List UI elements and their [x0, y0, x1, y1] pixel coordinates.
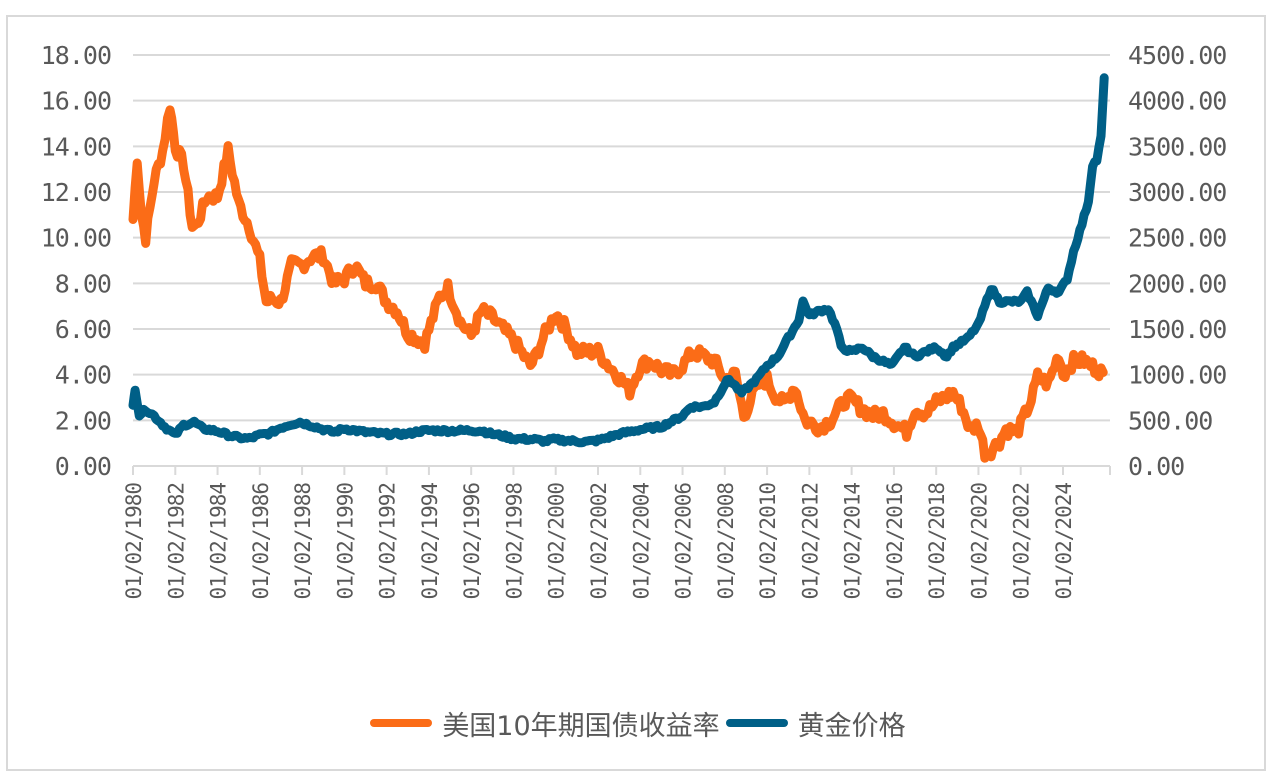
x-tick-label: 01/02/2018 — [925, 483, 949, 600]
x-axis: 01/02/1980 01/02/1982 01/02/1984 01/02/1986… — [122, 465, 1111, 600]
left-tick-label: 2.00 — [55, 406, 111, 435]
legend-label-yield: 美国10年期国债收益率 — [442, 710, 720, 742]
right-tick-label: 3000.00 — [1128, 178, 1226, 207]
right-tick-label: 1000.00 — [1128, 361, 1226, 390]
left-tick-label: 8.00 — [55, 269, 111, 298]
x-tick-label: 01/02/1986 — [249, 483, 273, 600]
x-tick-label: 01/02/2014 — [841, 483, 865, 600]
legend-label-gold: 黄金价格 — [797, 710, 906, 742]
left-y-axis-ticks: 0.00 2.00 4.00 6.00 8.00 10.00 12.00 14.00 16.00… — [41, 41, 112, 481]
x-tick-label: 01/02/2020 — [967, 483, 991, 600]
x-tick-label: 01/02/2024 — [1052, 483, 1076, 600]
x-tick-label: 01/02/1990 — [333, 483, 357, 600]
legend: 美国10年期国债收益率 黄金价格 — [0, 703, 1276, 743]
x-tick-label: 01/02/2012 — [798, 483, 822, 599]
x-tick-label: 01/02/2022 — [1010, 483, 1034, 599]
right-tick-label: 3500.00 — [1128, 132, 1226, 161]
right-tick-label: 2000.00 — [1128, 269, 1226, 298]
x-tick-label: 01/02/2010 — [756, 483, 780, 600]
left-tick-label: 6.00 — [55, 315, 111, 344]
x-tick-label: 01/02/1996 — [460, 483, 484, 600]
x-tick-label: 01/02/2006 — [672, 483, 696, 600]
x-tick-label: 01/02/2004 — [629, 483, 653, 600]
right-y-axis-ticks: 0.00 500.00 1000.00 1500.00 2000.00 2500.00 30… — [1128, 41, 1227, 481]
left-tick-label: 18.00 — [41, 41, 111, 70]
x-tick-label: 01/02/1994 — [418, 483, 442, 600]
x-tick-label: 01/02/1984 — [207, 483, 231, 600]
x-tick-label: 01/02/2008 — [714, 483, 738, 600]
legend-swatch-yield — [370, 719, 433, 727]
x-tick-label: 01/02/2002 — [587, 483, 611, 599]
series-line — [128, 73, 1109, 448]
gridlines — [133, 54, 1110, 422]
x-tick-label: 01/02/1980 — [122, 483, 146, 600]
series-line — [128, 105, 1108, 463]
left-tick-label: 0.00 — [55, 452, 111, 481]
left-tick-label: 10.00 — [41, 224, 111, 253]
x-tick-label: 01/02/1992 — [376, 483, 400, 599]
right-tick-label: 1500.00 — [1128, 315, 1226, 344]
x-tick-label: 01/02/2000 — [545, 483, 569, 600]
left-tick-label: 14.00 — [41, 132, 111, 161]
left-tick-label: 16.00 — [41, 87, 111, 116]
left-tick-label: 4.00 — [55, 361, 111, 390]
left-tick-label: 12.00 — [41, 178, 111, 207]
chart-frame — [6, 15, 1266, 771]
x-tick-label: 01/02/1988 — [291, 483, 315, 600]
series-gold-price-line — [128, 73, 1109, 448]
x-tick-label: 01/02/1982 — [164, 483, 188, 599]
legend-item-gold: 黄金价格 — [725, 704, 906, 743]
legend-swatch-gold — [725, 719, 788, 727]
legend-item-yield: 美国10年期国债收益率 — [370, 704, 720, 743]
series-us10y-yield-line — [128, 105, 1108, 463]
right-tick-label: 500.00 — [1128, 406, 1212, 435]
x-tick-label: 01/02/2016 — [883, 483, 907, 600]
right-tick-label: 4000.00 — [1128, 87, 1226, 116]
x-tick-label: 01/02/1998 — [502, 483, 526, 600]
right-tick-label: 0.00 — [1128, 452, 1184, 481]
right-tick-label: 4500.00 — [1128, 41, 1226, 70]
right-tick-label: 2500.00 — [1128, 224, 1226, 253]
